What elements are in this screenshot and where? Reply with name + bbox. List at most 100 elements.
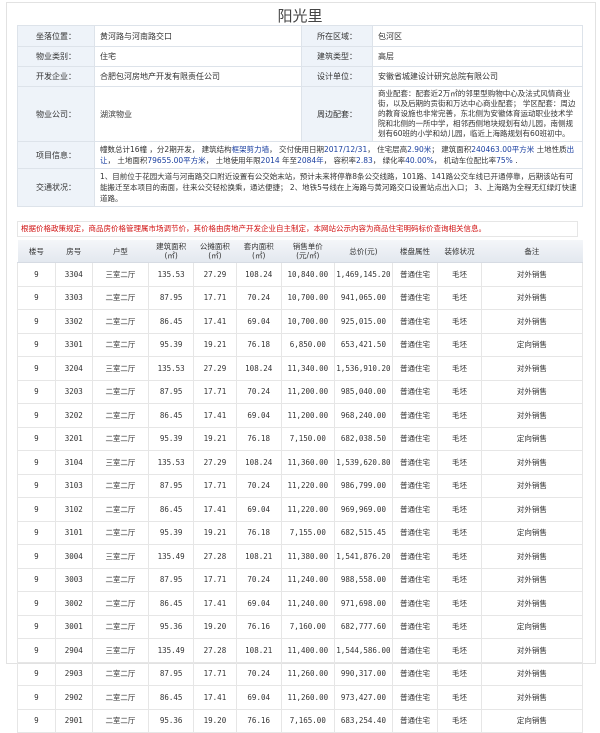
- column-header: 销售单价 (元/㎡): [281, 240, 335, 263]
- table-cell: 二室二厅: [91, 285, 150, 310]
- text: ， 交付使用日期: [269, 145, 324, 154]
- text: ， 容积率: [323, 156, 357, 165]
- table-cell: 普通住宅: [391, 614, 439, 639]
- table-cell: 1,541,876.20: [333, 544, 393, 569]
- table-cell: 87.95: [148, 379, 195, 404]
- table-cell: 定向销售: [480, 614, 584, 639]
- table-cell: 6,850.00: [280, 332, 335, 357]
- table-cell: 毛坯: [437, 520, 482, 545]
- table-cell: 普通住宅: [391, 356, 439, 381]
- text: 土地性质: [534, 145, 567, 154]
- table-cell: 普通住宅: [391, 497, 439, 522]
- table-cell: 对外销售: [480, 450, 584, 475]
- table-cell: 9: [17, 356, 56, 381]
- table-cell: 普通住宅: [391, 332, 439, 357]
- table-row: 9 3002 二室二厅 86.45 17.41 69.04 11,240.00 971,698…: [17, 591, 584, 616]
- table-cell: 9: [17, 614, 56, 639]
- table-cell: 11,240.00: [280, 591, 335, 616]
- table-cell: 普通住宅: [391, 450, 439, 475]
- table-cell: 70.24: [235, 285, 282, 310]
- table-cell: 70.24: [235, 661, 282, 686]
- table-cell: 86.45: [148, 403, 195, 428]
- table-cell: 二室二厅: [91, 685, 150, 710]
- text: ， 机动车位配比率: [433, 156, 497, 165]
- table-cell: 9: [17, 708, 56, 733]
- table-cell: 682,038.50: [333, 426, 393, 451]
- table-cell: 3102: [54, 497, 93, 522]
- table-row: 9 3102 二室二厅 86.45 17.41 69.04 11,220.00 969,969…: [17, 497, 584, 522]
- land-type-link[interactable]: 出让: [100, 145, 575, 165]
- table-cell: 11,220.00: [280, 473, 335, 498]
- table-cell: 毛坯: [437, 685, 482, 710]
- table-cell: 988,558.00: [333, 567, 393, 592]
- table-cell: 19.20: [193, 614, 237, 639]
- table-row: 9 3304 三室二厅 135.53 27.29 108.24 10,840.00 1,469…: [17, 262, 584, 287]
- table-cell: 87.95: [148, 661, 195, 686]
- table-cell: 三室二厅: [91, 544, 150, 569]
- table-cell: 69.04: [235, 591, 282, 616]
- table-cell: 三室二厅: [91, 356, 150, 381]
- table-cell: 135.53: [148, 356, 195, 381]
- type-label: 物业类别：: [17, 46, 95, 67]
- table-cell: 9: [17, 544, 56, 569]
- table-cell: 2902: [54, 685, 93, 710]
- table-cell: 定向销售: [480, 426, 584, 451]
- project-label: 项目信息：: [17, 141, 95, 169]
- text: 幢数总计16幢 ，分2期开发， 建筑结构: [100, 145, 232, 154]
- traffic-label: 交通状况：: [17, 168, 95, 207]
- price-notice: 根据价格政策规定，商品房价格管理属市场调节价，其价格由房地产开发企业自主制定，本…: [17, 221, 578, 237]
- table-cell: 对外销售: [480, 591, 584, 616]
- table-cell: 11,380.00: [280, 544, 335, 569]
- table-cell: 69.04: [235, 497, 282, 522]
- table-cell: 二室二厅: [91, 403, 150, 428]
- table-cell: 986,799.00: [333, 473, 393, 498]
- table-cell: 对外销售: [480, 661, 584, 686]
- table-cell: 三室二厅: [91, 450, 150, 475]
- table-cell: 108.24: [235, 262, 282, 287]
- table-row: 9 3201 二室二厅 95.39 19.21 76.18 7,150.00 682,038.…: [17, 426, 584, 451]
- table-cell: 19.21: [193, 426, 237, 451]
- table-cell: 9: [17, 450, 56, 475]
- table-cell: 毛坯: [437, 309, 482, 334]
- table-cell: 毛坯: [437, 403, 482, 428]
- table-cell: 3301: [54, 332, 93, 357]
- project-info-table: 坐落位置： 黄河路与河南路交口 所在区域： 包河区 物业类别： 住宅 建筑类型： 高层 开发…: [17, 25, 583, 207]
- table-cell: 9: [17, 520, 56, 545]
- table-cell: 二室二厅: [91, 379, 150, 404]
- table-cell: 3003: [54, 567, 93, 592]
- table-cell: 3001: [54, 614, 93, 639]
- table-cell: 985,040.00: [333, 379, 393, 404]
- table-cell: 10,700.00: [280, 309, 335, 334]
- table-cell: 70.24: [235, 473, 282, 498]
- table-cell: 925,015.00: [333, 309, 393, 334]
- table-cell: 二室二厅: [91, 473, 150, 498]
- table-cell: 3303: [54, 285, 93, 310]
- table-cell: 108.21: [235, 638, 282, 663]
- table-cell: 普通住宅: [391, 638, 439, 663]
- structure-link[interactable]: 框架剪力墙: [231, 145, 270, 154]
- page-title: 阳光里: [277, 7, 323, 25]
- building-label: 建筑类型：: [301, 46, 373, 67]
- table-cell: 9: [17, 638, 56, 663]
- table-row: 9 3301 二室二厅 95.39 19.21 76.18 6,850.00 653,421.…: [17, 332, 584, 357]
- table-cell: 69.04: [235, 685, 282, 710]
- table-cell: 毛坯: [437, 591, 482, 616]
- table-cell: 87.95: [148, 285, 195, 310]
- table-cell: 毛坯: [437, 426, 482, 451]
- table-cell: 11,260.00: [280, 661, 335, 686]
- table-cell: 二室二厅: [91, 614, 150, 639]
- table-cell: 3104: [54, 450, 93, 475]
- table-cell: 9: [17, 309, 56, 334]
- table-cell: 1,536,910.20: [333, 356, 393, 381]
- table-cell: 9: [17, 262, 56, 287]
- table-cell: 毛坯: [437, 285, 482, 310]
- table-cell: 2901: [54, 708, 93, 733]
- table-cell: 653,421.50: [333, 332, 393, 357]
- table-cell: 9: [17, 426, 56, 451]
- table-cell: 17.71: [193, 473, 237, 498]
- table-cell: 76.16: [235, 708, 282, 733]
- developer-value: 合肥包河房地产开发有限责任公司: [94, 66, 302, 87]
- table-cell: 27.28: [193, 638, 237, 663]
- table-cell: 3004: [54, 544, 93, 569]
- table-cell: 19.21: [193, 332, 237, 357]
